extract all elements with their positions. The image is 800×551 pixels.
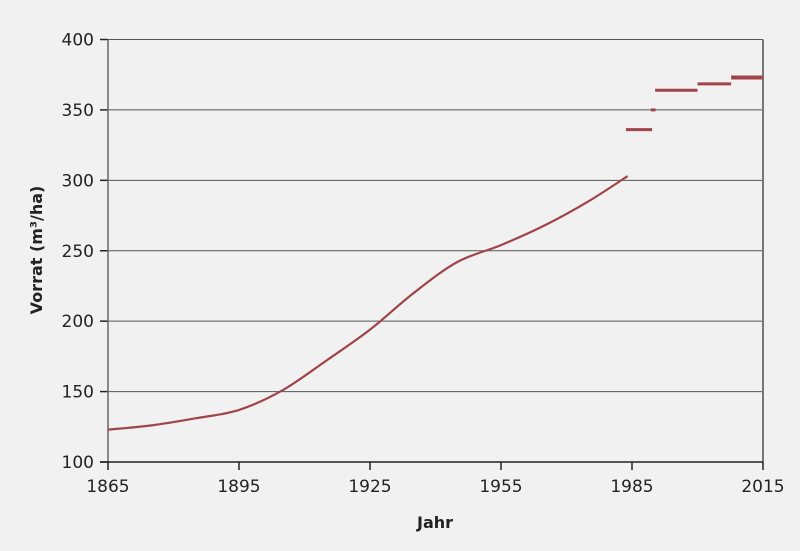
x-axis-label: Jahr	[416, 513, 453, 532]
y-tick-label: 300	[62, 171, 94, 191]
y-tick-label: 150	[62, 383, 94, 403]
data-line	[107, 175, 629, 431]
x-tick-label: 1865	[86, 477, 129, 497]
y-tick-label: 250	[62, 242, 94, 262]
x-tick-label: 1925	[348, 477, 391, 497]
x-tick-label: 1985	[610, 477, 653, 497]
x-tick-label: 1955	[479, 477, 522, 497]
y-tick-label: 400	[62, 31, 94, 51]
x-tick-label: 2015	[741, 477, 784, 497]
y-axis-label: Vorrat (m³/ha)	[27, 186, 46, 315]
y-tick-label: 350	[62, 101, 94, 121]
y-tick-label: 100	[62, 453, 94, 473]
y-tick-label: 200	[62, 312, 94, 332]
x-tick-label: 1895	[217, 477, 260, 497]
